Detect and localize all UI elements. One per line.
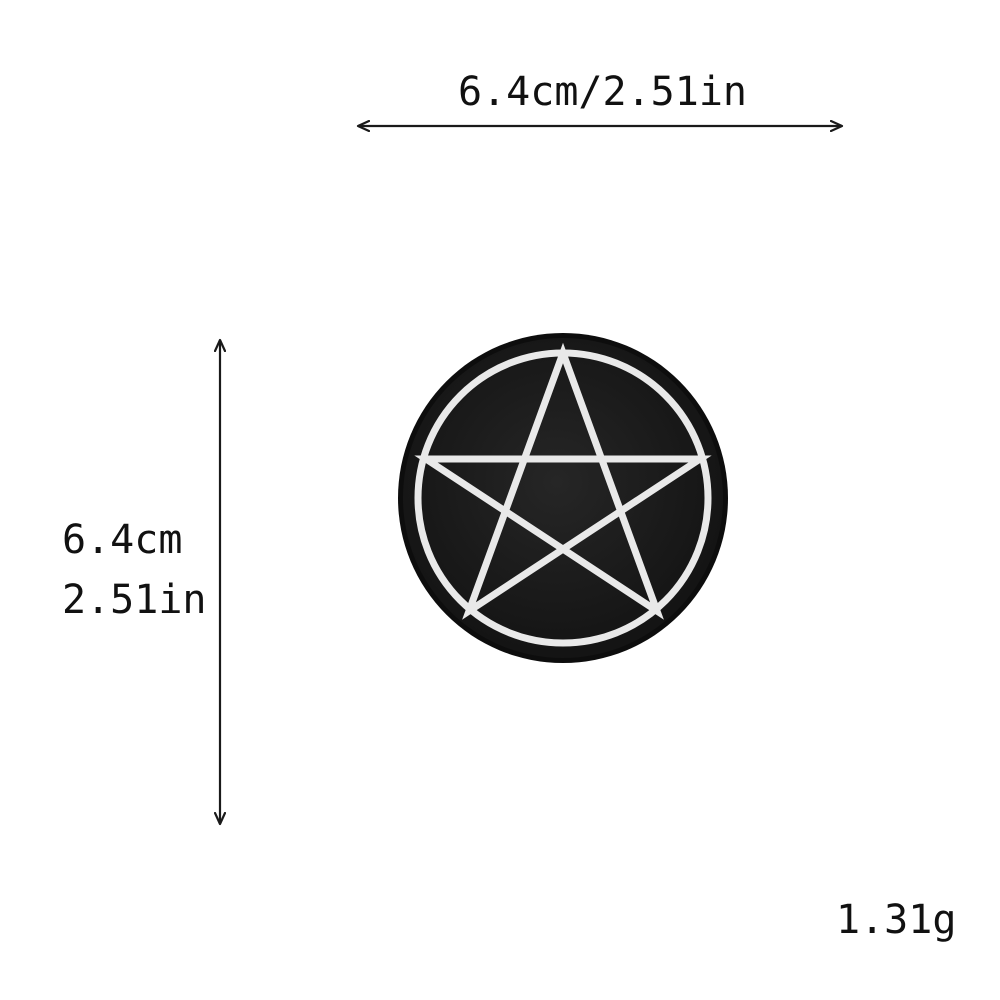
width-label: 6.4cm/2.51in	[458, 69, 747, 115]
patch-fabric	[403, 338, 723, 658]
height-in-label: 2.51in	[62, 577, 207, 623]
height-cm-label: 6.4cm	[62, 517, 183, 563]
weight-label: 1.31g	[836, 897, 957, 943]
pentagram-patch	[398, 333, 728, 663]
pentagram-star	[414, 342, 712, 620]
